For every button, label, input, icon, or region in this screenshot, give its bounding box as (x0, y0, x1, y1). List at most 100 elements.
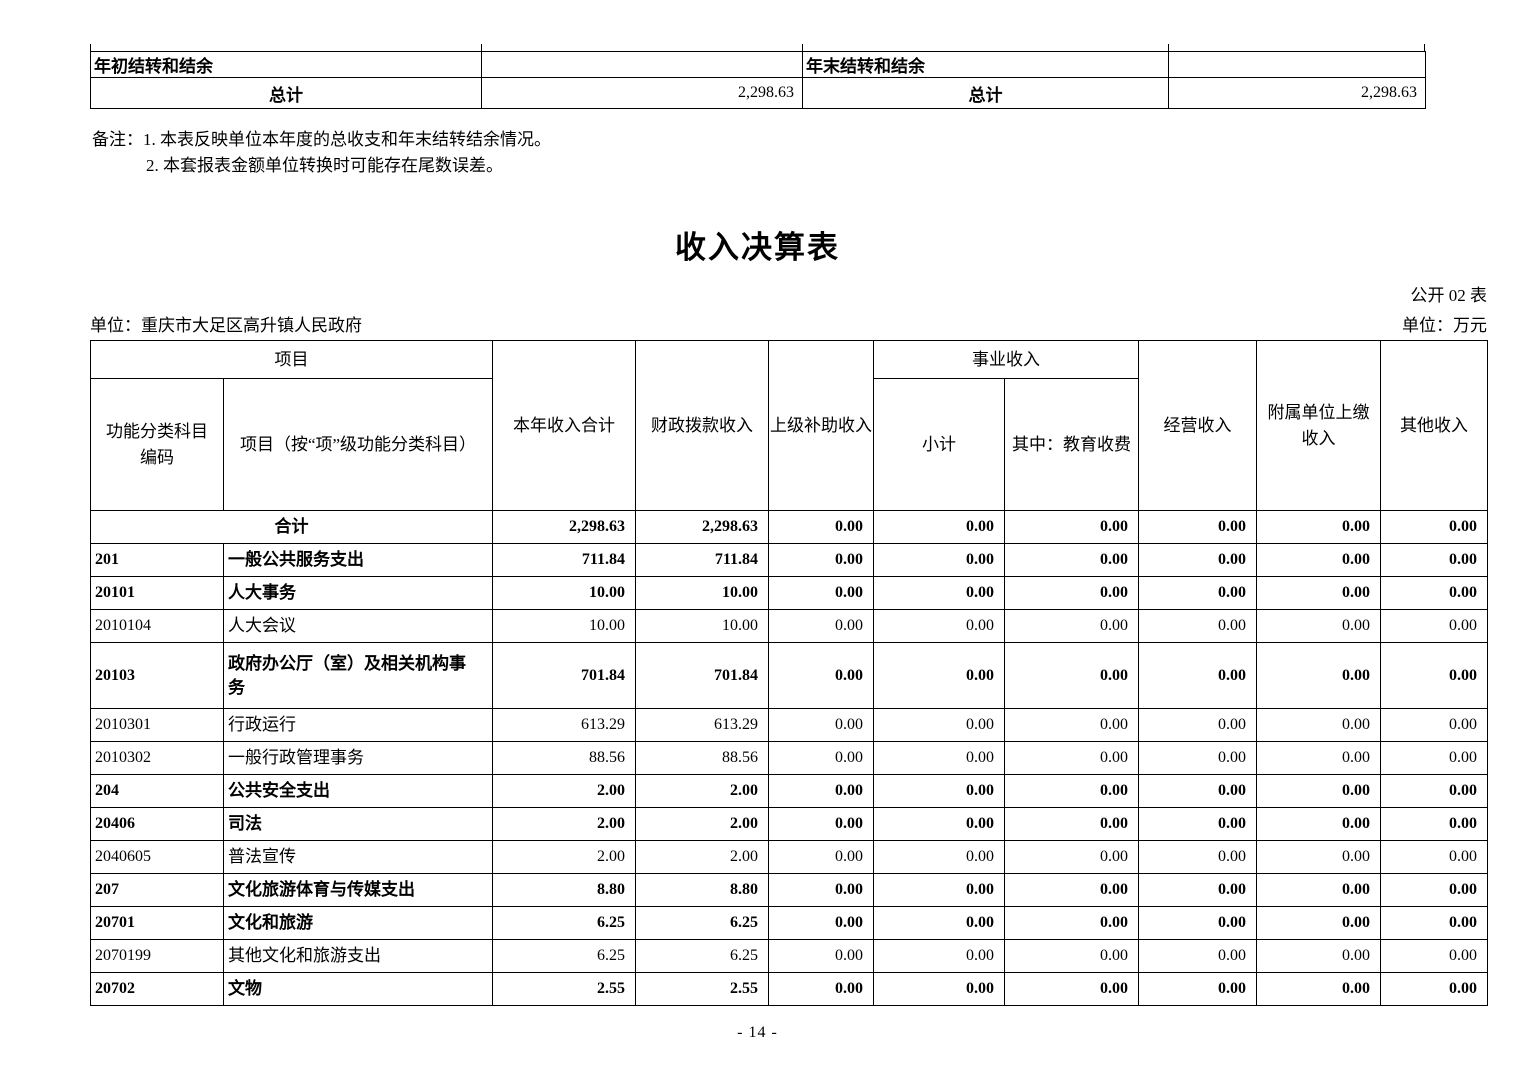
value-cell: 0.00 (1256, 576, 1381, 610)
value-cell: 0.00 (1256, 774, 1381, 808)
value-cell: 2.00 (635, 774, 769, 808)
value-cell: 0.00 (768, 510, 874, 544)
income-table: 项目 本年收入合计 财政拨款收入 上级补助收入 事业收入 经营收入 附属单位上缴… (90, 340, 1488, 1006)
value-cell: 711.84 (635, 543, 769, 577)
value-cell: 0.00 (873, 873, 1005, 907)
value-cell: 0.00 (1138, 741, 1257, 775)
value-cell: 0.00 (1138, 642, 1257, 709)
value-cell: 0.00 (1004, 939, 1139, 973)
header-superior-subsidy: 上级补助收入 (768, 340, 874, 511)
value-cell: 0.00 (873, 510, 1005, 544)
header-operating-income: 经营收入 (1138, 340, 1257, 511)
value-cell: 0.00 (873, 543, 1005, 577)
value-cell: 6.25 (492, 939, 636, 973)
table-row: 20101 人大事务 10.00 10.00 0.00 0.00 0.00 0.00 0.00 0… (90, 576, 1488, 610)
value-cell: 8.80 (492, 873, 636, 907)
value-cell: 0.00 (1380, 873, 1488, 907)
value-cell: 0.00 (1004, 774, 1139, 808)
value-cell: 0.00 (1138, 774, 1257, 808)
value-cell: 10.00 (492, 609, 636, 643)
header-project-item: 项目（按“项”级功能分类科目） (223, 378, 493, 511)
value-cell: 0.00 (1138, 906, 1257, 940)
carryover-right-total-value: 2,298.63 (1168, 77, 1426, 109)
table-row: 207 文化旅游体育与传媒支出 8.80 8.80 0.00 0.00 0.00 0.00 0.… (90, 873, 1488, 907)
value-cell: 0.00 (1256, 840, 1381, 874)
value-cell: 0.00 (873, 741, 1005, 775)
table-row: 20702 文物 2.55 2.55 0.00 0.00 0.00 0.00 0.00 0.00 (90, 972, 1488, 1006)
value-cell: 0.00 (1256, 708, 1381, 742)
value-cell: 0.00 (1004, 642, 1139, 709)
value-cell: 0.00 (1380, 741, 1488, 775)
item-name-cell: 人大会议 (223, 609, 493, 643)
carryover-right-header: 年末结转和结余 (802, 51, 1169, 78)
carryover-right-header-value (1168, 51, 1426, 78)
value-cell: 2.55 (492, 972, 636, 1006)
value-cell: 10.00 (635, 576, 769, 610)
value-cell: 2.00 (492, 807, 636, 841)
value-cell: 0.00 (1380, 708, 1488, 742)
item-name-cell: 其他文化和旅游支出 (223, 939, 493, 973)
function-code-cell: 20701 (90, 906, 224, 940)
table-continuation-stub (1424, 44, 1425, 52)
header-other-income: 其他收入 (1380, 340, 1488, 511)
value-cell: 0.00 (1256, 510, 1381, 544)
value-cell: 0.00 (1004, 972, 1139, 1006)
value-cell: 0.00 (1256, 807, 1381, 841)
table-continuation-stub (802, 44, 803, 52)
value-cell: 0.00 (768, 906, 874, 940)
value-cell: 0.00 (1004, 873, 1139, 907)
value-cell: 0.00 (873, 939, 1005, 973)
value-cell: 2,298.63 (635, 510, 769, 544)
value-cell: 0.00 (1380, 642, 1488, 709)
value-cell: 0.00 (1380, 609, 1488, 643)
value-cell: 0.00 (768, 939, 874, 973)
header-project-group: 项目 (90, 340, 493, 379)
header-total-income: 本年收入合计 (492, 340, 636, 511)
value-cell: 0.00 (1004, 576, 1139, 610)
value-cell: 711.84 (492, 543, 636, 577)
item-name-cell: 文物 (223, 972, 493, 1006)
value-cell: 0.00 (873, 774, 1005, 808)
item-name-cell: 一般公共服务支出 (223, 543, 493, 577)
value-cell: 2.00 (492, 774, 636, 808)
value-cell: 0.00 (873, 840, 1005, 874)
function-code-cell: 207 (90, 873, 224, 907)
row-total-label: 合计 (90, 510, 493, 544)
value-cell: 0.00 (1004, 741, 1139, 775)
table-row: 204 公共安全支出 2.00 2.00 0.00 0.00 0.00 0.00 0.00 0.0… (90, 774, 1488, 808)
carryover-left-total-value: 2,298.63 (481, 77, 803, 109)
value-cell: 0.00 (1256, 873, 1381, 907)
item-name-cell: 司法 (223, 807, 493, 841)
table-row: 2010104 人大会议 10.00 10.00 0.00 0.00 0.00 0.00 0.0… (90, 609, 1488, 643)
value-cell: 0.00 (1138, 576, 1257, 610)
item-name-cell: 文化旅游体育与传媒支出 (223, 873, 493, 907)
table-row: 2010301 行政运行 613.29 613.29 0.00 0.00 0.00 0.00 0… (90, 708, 1488, 742)
item-name-cell: 人大事务 (223, 576, 493, 610)
carryover-left-header: 年初结转和结余 (90, 51, 482, 78)
value-cell: 0.00 (1138, 510, 1257, 544)
value-cell: 0.00 (873, 609, 1005, 643)
value-cell: 0.00 (1380, 939, 1488, 973)
value-cell: 2.00 (635, 807, 769, 841)
table-row: 20103 政府办公厅（室）及相关机构事 务 701.84 701.84 0.00 0.0… (90, 642, 1488, 709)
value-cell: 0.00 (768, 576, 874, 610)
value-cell: 0.00 (1256, 972, 1381, 1006)
carryover-left-total-label: 总计 (90, 77, 482, 109)
table-continuation-stub (481, 44, 482, 52)
value-cell: 0.00 (1138, 972, 1257, 1006)
value-cell: 613.29 (492, 708, 636, 742)
function-code-cell: 20103 (90, 642, 224, 709)
value-cell: 88.56 (635, 741, 769, 775)
value-cell: 0.00 (1380, 774, 1488, 808)
value-cell: 0.00 (768, 642, 874, 709)
unit-currency-label: 单位：万元 (1402, 316, 1487, 335)
item-name-cell: 一般行政管理事务 (223, 741, 493, 775)
carryover-right-total-label: 总计 (802, 77, 1169, 109)
value-cell: 0.00 (1380, 543, 1488, 577)
value-cell: 0.00 (1380, 576, 1488, 610)
value-cell: 0.00 (873, 972, 1005, 1006)
value-cell: 0.00 (768, 708, 874, 742)
value-cell: 0.00 (1138, 873, 1257, 907)
carryover-table: 年初结转和结余 年末结转和结余 总计 2,298.63 总计 2,298.63 (90, 51, 1426, 109)
value-cell: 0.00 (1138, 840, 1257, 874)
